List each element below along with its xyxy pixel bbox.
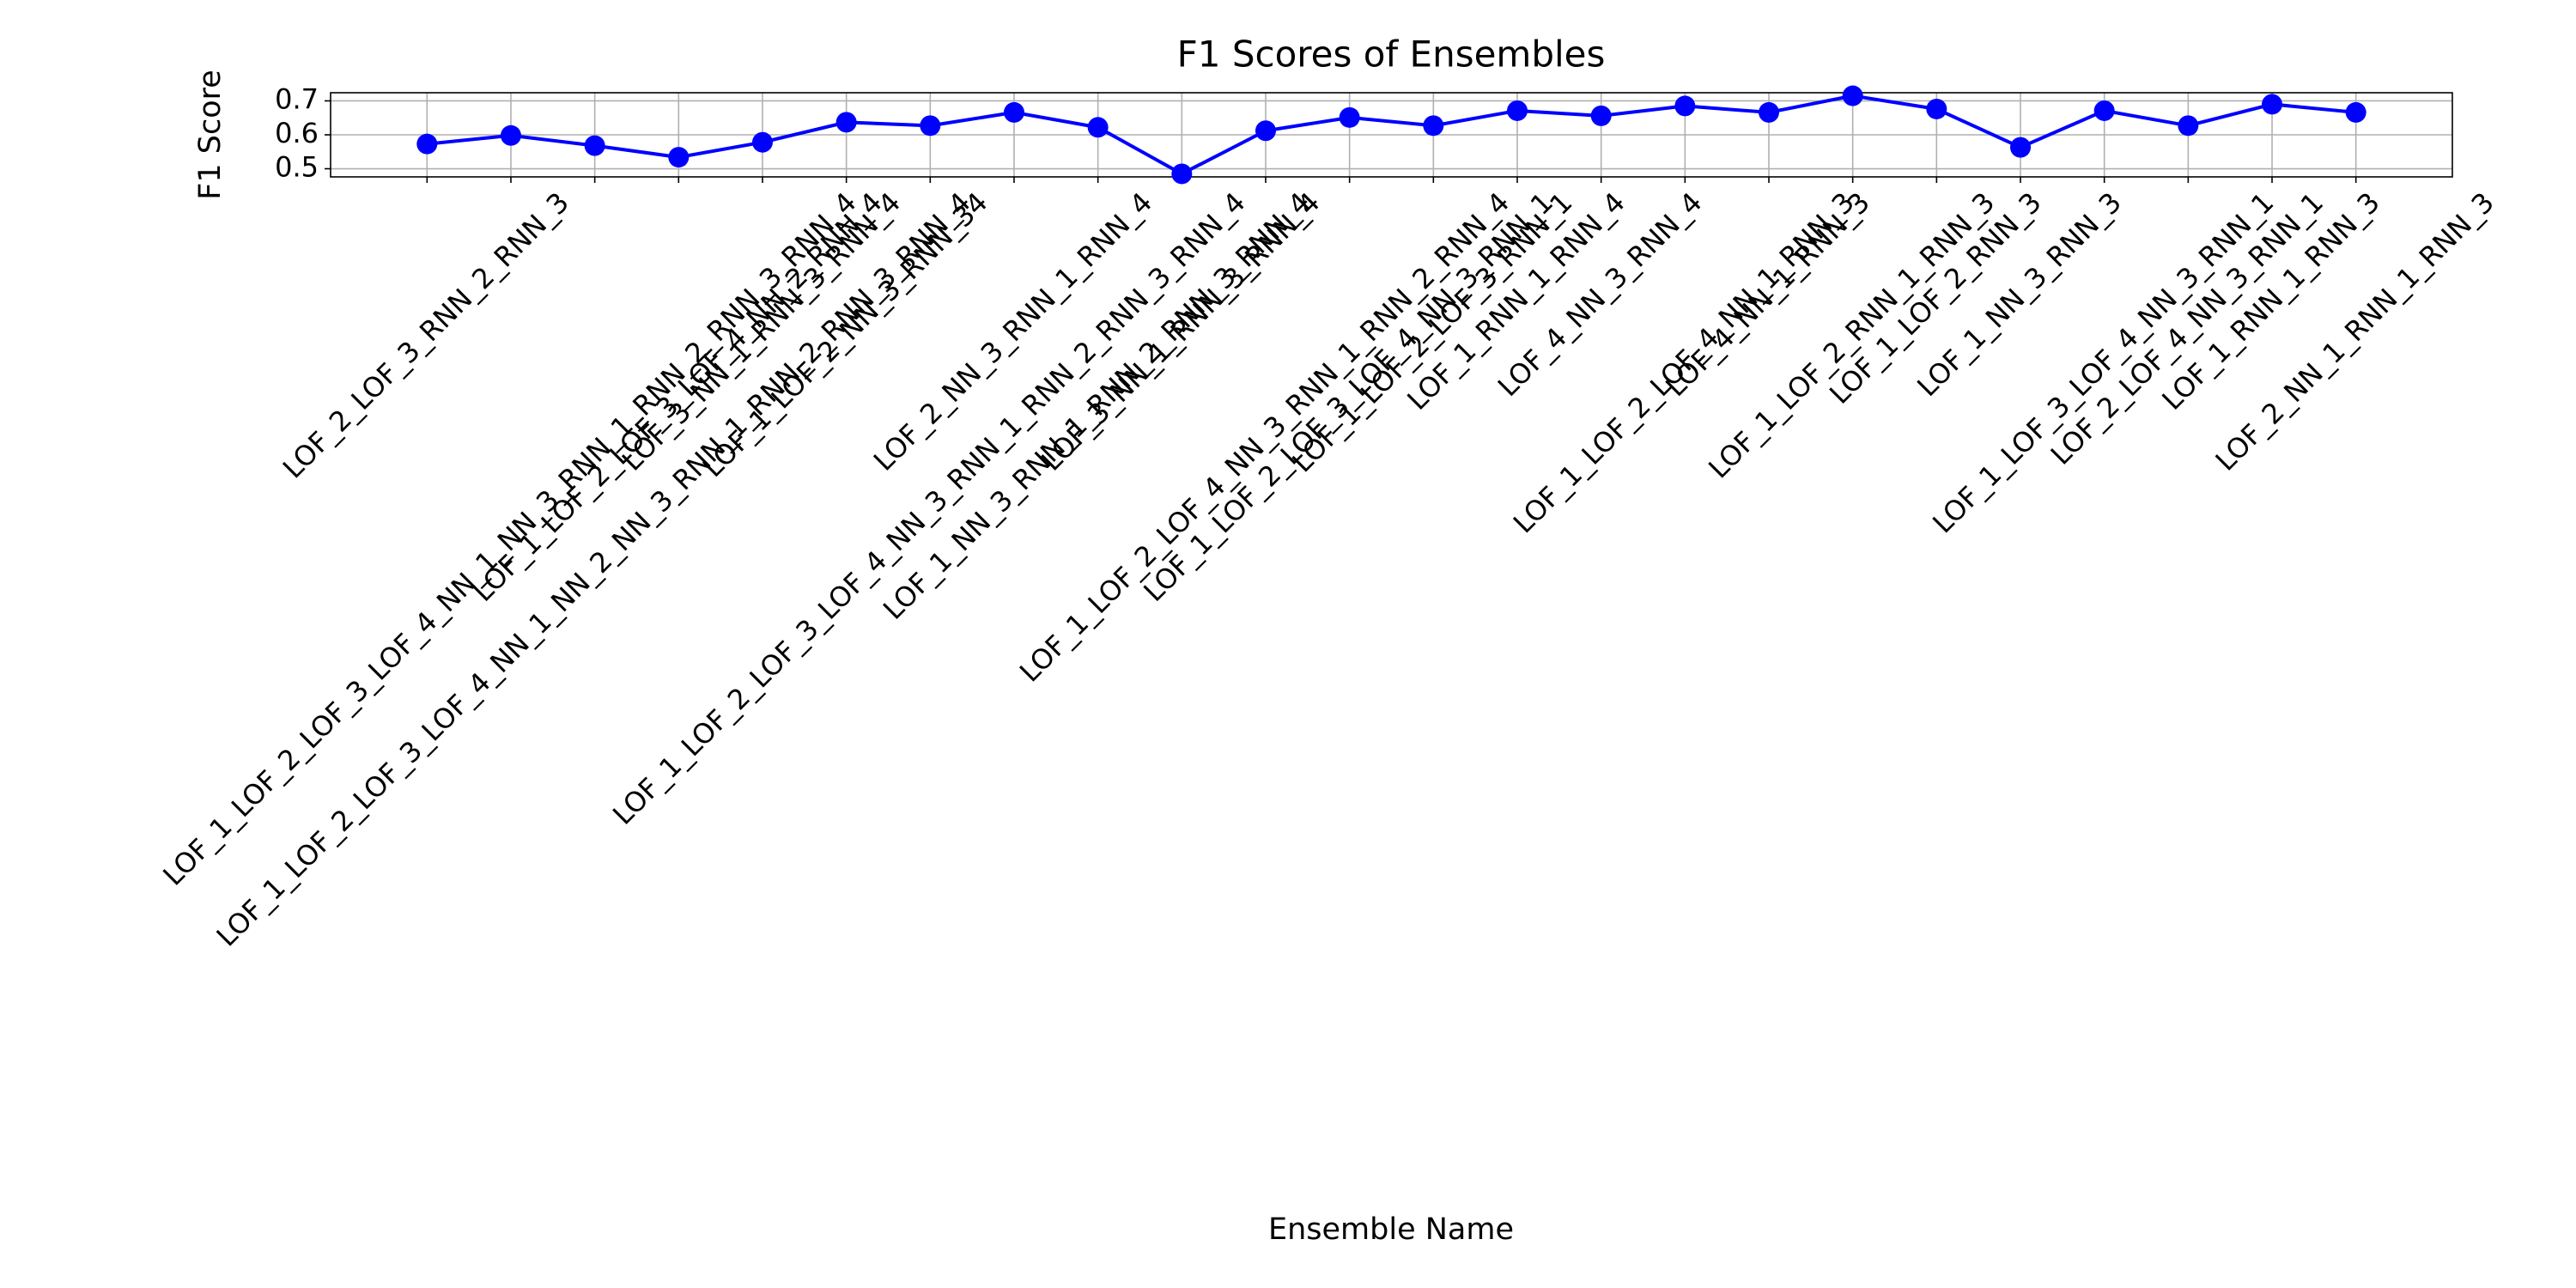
plot-frame bbox=[330, 92, 2453, 178]
x-axis-label: Ensemble Name bbox=[1268, 1212, 1514, 1247]
x-tick-label: LOF_1_LOF_2_LOF_3_LOF_4_NN_3_RNN_1_RNN_2… bbox=[606, 185, 1251, 830]
y-tick-label: 0.7 bbox=[275, 82, 319, 115]
marker bbox=[1507, 100, 1528, 121]
marker bbox=[2010, 137, 2032, 158]
marker bbox=[751, 131, 773, 153]
x-tick-label: LOF_1_LOF_2_LOF_3_LOF_4_NN_1_NN_3_RNN_1_… bbox=[156, 185, 862, 891]
marker bbox=[500, 125, 521, 146]
chart-title: F1 Scores of Ensembles bbox=[1177, 33, 1606, 76]
line bbox=[427, 94, 2356, 176]
marker bbox=[2093, 100, 2115, 121]
marker bbox=[1171, 163, 1193, 185]
marker bbox=[1926, 98, 1947, 119]
marker bbox=[1590, 105, 1612, 126]
marker bbox=[2262, 94, 2283, 115]
marker bbox=[2178, 115, 2199, 137]
x-tick-label: LOF_2_LOF_3_RNN_2_RNN_3 bbox=[276, 185, 575, 484]
y-tick-label: 0.6 bbox=[275, 117, 319, 149]
y-tick-label: 0.5 bbox=[275, 151, 319, 184]
marker bbox=[1339, 106, 1360, 128]
marker bbox=[584, 135, 605, 156]
marker bbox=[1759, 101, 1780, 123]
marker bbox=[1423, 115, 1444, 137]
x-tick-label: LOF_1_LOF_2_LOF_3_RNN_1 bbox=[1285, 185, 1578, 478]
marker bbox=[1674, 95, 1696, 117]
marker bbox=[835, 112, 857, 133]
marker bbox=[1087, 117, 1109, 138]
marker bbox=[1255, 120, 1276, 142]
y-axis-label: F1 Score bbox=[193, 70, 228, 200]
marker bbox=[1003, 101, 1024, 123]
marker bbox=[416, 133, 438, 155]
marker bbox=[668, 147, 690, 168]
marker bbox=[1842, 85, 1863, 106]
marker bbox=[920, 115, 941, 137]
marker bbox=[2345, 101, 2366, 123]
